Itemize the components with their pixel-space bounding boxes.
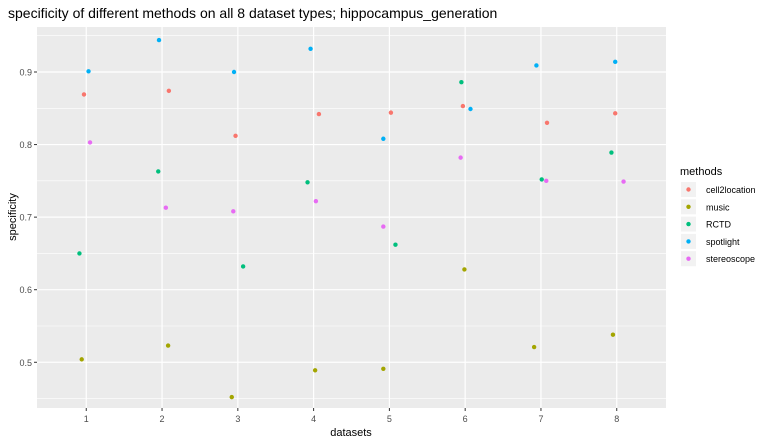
- data-point-spotlight: [308, 46, 313, 51]
- legend-label-music: music: [706, 202, 730, 212]
- legend-key-spotlight: [686, 239, 691, 244]
- data-point-music: [531, 344, 537, 350]
- x-tick-label: 3: [235, 414, 240, 424]
- y-axis-title: specificity: [7, 193, 19, 241]
- x-axis: 1 2 3 4 5 6 7 8: [84, 408, 619, 424]
- data-point-spotlight: [534, 63, 539, 68]
- data-point-stereoscope: [163, 205, 169, 210]
- data-point-cell2location: [544, 120, 550, 125]
- legend-key-rctd: [686, 221, 691, 227]
- y-axis: 0.5 0.6 0.7 0.8 0.9: [19, 67, 37, 368]
- data-point-rctd: [539, 177, 544, 182]
- data-point-spotlight: [613, 59, 618, 65]
- x-tick-label: 4: [311, 414, 316, 424]
- legend-key-stereoscope: [686, 256, 691, 261]
- data-point-rctd: [77, 251, 82, 256]
- data-point-cell2location: [460, 103, 466, 109]
- y-tick-label: 0.5: [19, 358, 32, 368]
- data-point-spotlight: [468, 106, 473, 112]
- data-point-cell2location: [233, 133, 238, 139]
- data-point-music: [610, 332, 616, 337]
- data-point-spotlight: [156, 37, 162, 43]
- data-point-rctd: [240, 264, 246, 269]
- data-point-stereoscope: [313, 198, 319, 204]
- data-point-music: [229, 394, 234, 400]
- data-point-stereoscope: [87, 140, 93, 145]
- chart-title: specificity of different methods on all …: [8, 5, 497, 21]
- y-tick-label: 0.6: [19, 285, 32, 295]
- data-point-music: [312, 368, 318, 373]
- x-tick-label: 5: [387, 414, 392, 424]
- data-point-cell2location: [316, 111, 322, 117]
- data-point-rctd: [459, 79, 464, 85]
- data-point-spotlight: [381, 136, 386, 141]
- x-tick-label: 8: [614, 414, 619, 424]
- data-point-cell2location: [388, 110, 394, 115]
- data-point-stereoscope: [458, 155, 463, 160]
- legend: methods cell2location music RCTD spotlight s…: [680, 166, 756, 267]
- data-point-music: [79, 357, 84, 362]
- legend-label-spotlight: spotlight: [706, 237, 740, 247]
- data-point-cell2location: [166, 88, 172, 94]
- y-tick-label: 0.7: [19, 213, 32, 223]
- x-tick-label: 1: [84, 414, 89, 424]
- legend-label-rctd: RCTD: [706, 220, 731, 230]
- x-axis-title: datasets: [330, 427, 372, 439]
- data-point-stereoscope: [231, 209, 236, 214]
- legend-title: methods: [680, 166, 723, 178]
- data-point-stereoscope: [381, 224, 386, 229]
- x-tick-label: 2: [160, 414, 165, 424]
- data-point-music: [165, 343, 171, 348]
- data-points: [77, 37, 626, 400]
- data-point-spotlight: [231, 69, 237, 75]
- legend-label-cell2location: cell2location: [706, 185, 756, 195]
- x-tick-label: 7: [538, 414, 543, 424]
- legend-key-cell2location: [686, 187, 691, 192]
- data-point-music: [462, 267, 467, 272]
- y-tick-label: 0.9: [19, 67, 32, 77]
- data-point-cell2location: [81, 92, 87, 97]
- data-point-rctd: [305, 180, 310, 185]
- data-point-cell2location: [613, 111, 618, 116]
- legend-label-stereoscope: stereoscope: [706, 254, 755, 264]
- data-point-music: [381, 366, 386, 372]
- legend-items: cell2location music RCTD spotlight stereosco…: [681, 182, 756, 267]
- grid-lines: [37, 27, 666, 408]
- legend-key-music: [686, 204, 691, 209]
- data-point-stereoscope: [621, 179, 626, 184]
- data-point-rctd: [609, 150, 614, 155]
- data-point-rctd: [156, 169, 161, 174]
- y-tick-label: 0.8: [19, 140, 32, 150]
- data-point-stereoscope: [544, 178, 549, 184]
- data-point-spotlight: [86, 69, 91, 74]
- x-tick-label: 6: [463, 414, 468, 424]
- data-point-rctd: [393, 242, 398, 247]
